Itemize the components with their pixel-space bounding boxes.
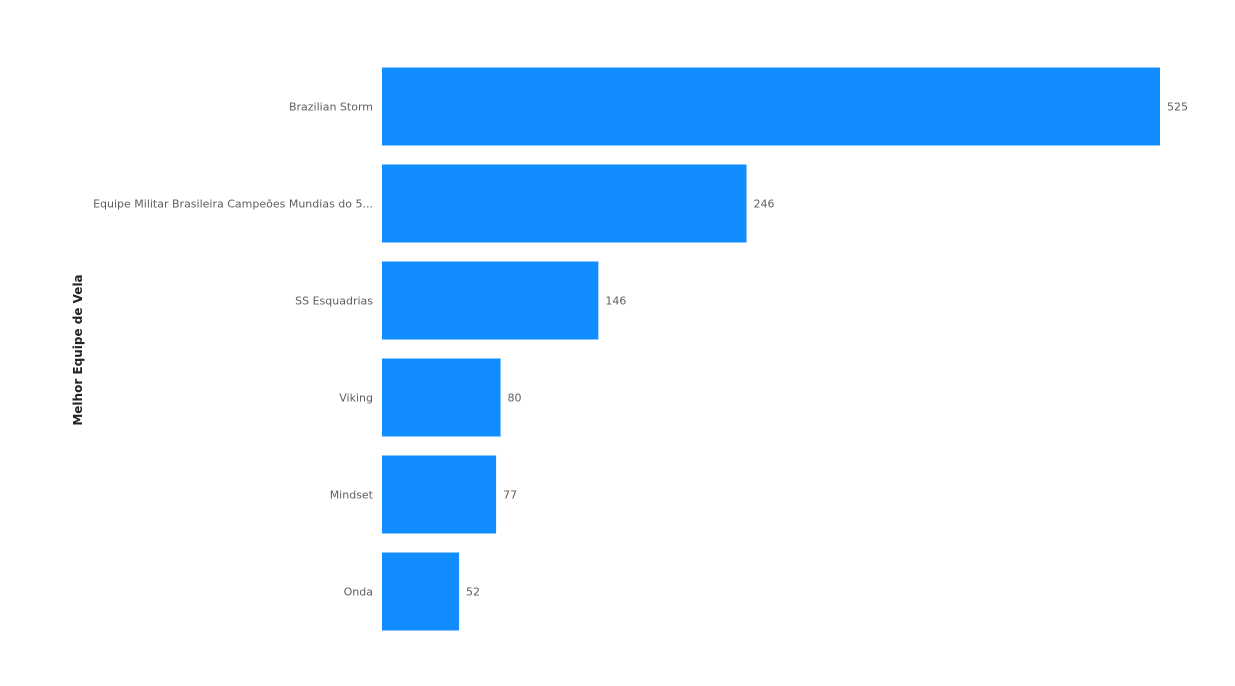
bar-4[interactable] — [382, 455, 497, 534]
data-label-5: 52 — [466, 586, 480, 599]
data-label-3: 80 — [508, 392, 522, 405]
bar-1[interactable] — [382, 164, 747, 243]
bar-5[interactable] — [382, 552, 460, 631]
bars-group: Brazilian Storm 525 Equipe Militar Brasile… — [93, 67, 1188, 631]
bar-2[interactable] — [382, 261, 599, 340]
bar-3[interactable] — [382, 358, 501, 437]
data-label-2: 146 — [605, 295, 626, 308]
data-label-0: 525 — [1167, 101, 1188, 114]
data-label-1: 246 — [754, 198, 775, 211]
category-label-2: SS Esquadrias — [295, 295, 373, 308]
data-label-4: 77 — [503, 489, 517, 502]
category-label-0: Brazilian Storm — [289, 101, 373, 114]
category-label-5: Onda — [344, 586, 373, 599]
category-label-1: Equipe Militar Brasileira Campeões Mundi… — [93, 198, 373, 211]
y-axis-title: Melhor Equipe de Vela — [71, 274, 85, 425]
category-label-4: Mindset — [330, 489, 374, 502]
bar-0[interactable] — [382, 67, 1160, 146]
category-label-3: Viking — [339, 392, 373, 405]
